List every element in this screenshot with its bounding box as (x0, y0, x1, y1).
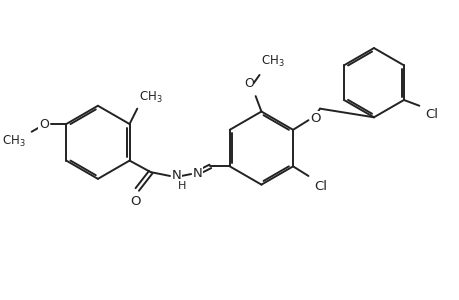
Text: CH$_3$: CH$_3$ (139, 90, 162, 105)
Text: O: O (39, 118, 49, 130)
Text: Cl: Cl (424, 108, 437, 121)
Text: H: H (177, 181, 185, 191)
Text: O: O (243, 77, 253, 90)
Text: CH$_3$: CH$_3$ (261, 54, 285, 69)
Text: N: N (172, 169, 181, 182)
Text: O: O (130, 195, 140, 208)
Text: CH$_3$: CH$_3$ (2, 134, 26, 149)
Text: Cl: Cl (313, 180, 326, 193)
Text: O: O (310, 112, 320, 125)
Text: N: N (193, 167, 202, 180)
